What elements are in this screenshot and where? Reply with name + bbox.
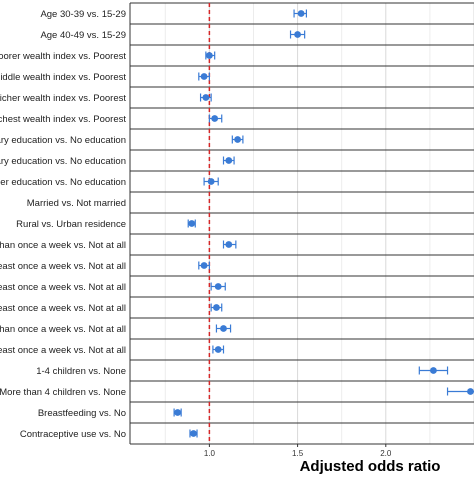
point-estimate — [200, 73, 208, 80]
x-axis: 1.0 1.5 2.0 — [204, 444, 392, 458]
category-label: At least once a week vs. Not at all — [0, 261, 126, 272]
point-estimate — [200, 262, 208, 269]
point-estimate — [220, 325, 227, 332]
category-label: Richer wealth index vs. Poorest — [0, 93, 126, 104]
grid-layer — [164, 3, 474, 444]
point-estimate — [205, 52, 213, 59]
row-separators — [129, 2, 474, 445]
point-estimate — [214, 346, 222, 353]
point-estimate — [225, 157, 233, 164]
point-estimate — [297, 10, 305, 17]
point-estimate — [214, 283, 222, 290]
point-estimate — [211, 115, 219, 122]
point-estimate — [467, 388, 474, 395]
category-label: Age 30-39 vs. 15-29 — [40, 9, 126, 20]
category-label: At least once a week vs. Not at all — [0, 282, 126, 293]
x-tick-label: 1.0 — [204, 449, 216, 458]
category-label: Contraceptive use vs. No — [20, 429, 126, 440]
point-estimate — [207, 178, 215, 185]
point-estimate — [234, 136, 242, 143]
category-label: Less than once a week vs. Not at all — [0, 240, 126, 251]
category-label: At least once a week vs. Not at all — [0, 303, 126, 314]
x-tick-label: 2.0 — [380, 449, 392, 458]
point-estimate — [202, 94, 210, 101]
category-label: Secondary education vs. No education — [0, 156, 126, 167]
x-tick-label: 1.5 — [292, 449, 304, 458]
point-estimate — [174, 409, 182, 416]
data-marks — [173, 9, 474, 438]
category-label: Married vs. Not married — [27, 198, 126, 209]
category-label: More than 4 children vs. None — [0, 387, 126, 398]
category-label: Less than once a week vs. Not at all — [0, 324, 126, 335]
point-estimate — [294, 31, 301, 38]
x-axis-title: Adjusted odds ratio — [300, 458, 441, 474]
point-estimate — [188, 220, 196, 227]
category-label: Higher education vs. No education — [0, 177, 126, 188]
category-label: At least once a week vs. Not at all — [0, 345, 126, 356]
point-estimate — [430, 367, 437, 374]
category-label: Richest wealth index vs. Poorest — [0, 114, 126, 125]
category-label: Age 40-49 vs. 15-29 — [40, 30, 126, 41]
point-estimate — [225, 241, 233, 248]
category-label: Middle wealth index vs. Poorest — [0, 72, 126, 83]
category-label: Breastfeeding vs. No — [38, 408, 126, 419]
category-label: 1-4 children vs. None — [36, 366, 126, 377]
category-label: Primary education vs. No education — [0, 135, 126, 146]
point-estimate — [213, 304, 220, 311]
category-labels: Age 30-39 vs. 15-29 Age 40-49 vs. 15-29 Po… — [0, 9, 126, 440]
category-label: Poorer wealth index vs. Poorest — [0, 51, 126, 62]
point-estimate — [190, 430, 197, 437]
category-label: Rural vs. Urban residence — [16, 219, 126, 230]
